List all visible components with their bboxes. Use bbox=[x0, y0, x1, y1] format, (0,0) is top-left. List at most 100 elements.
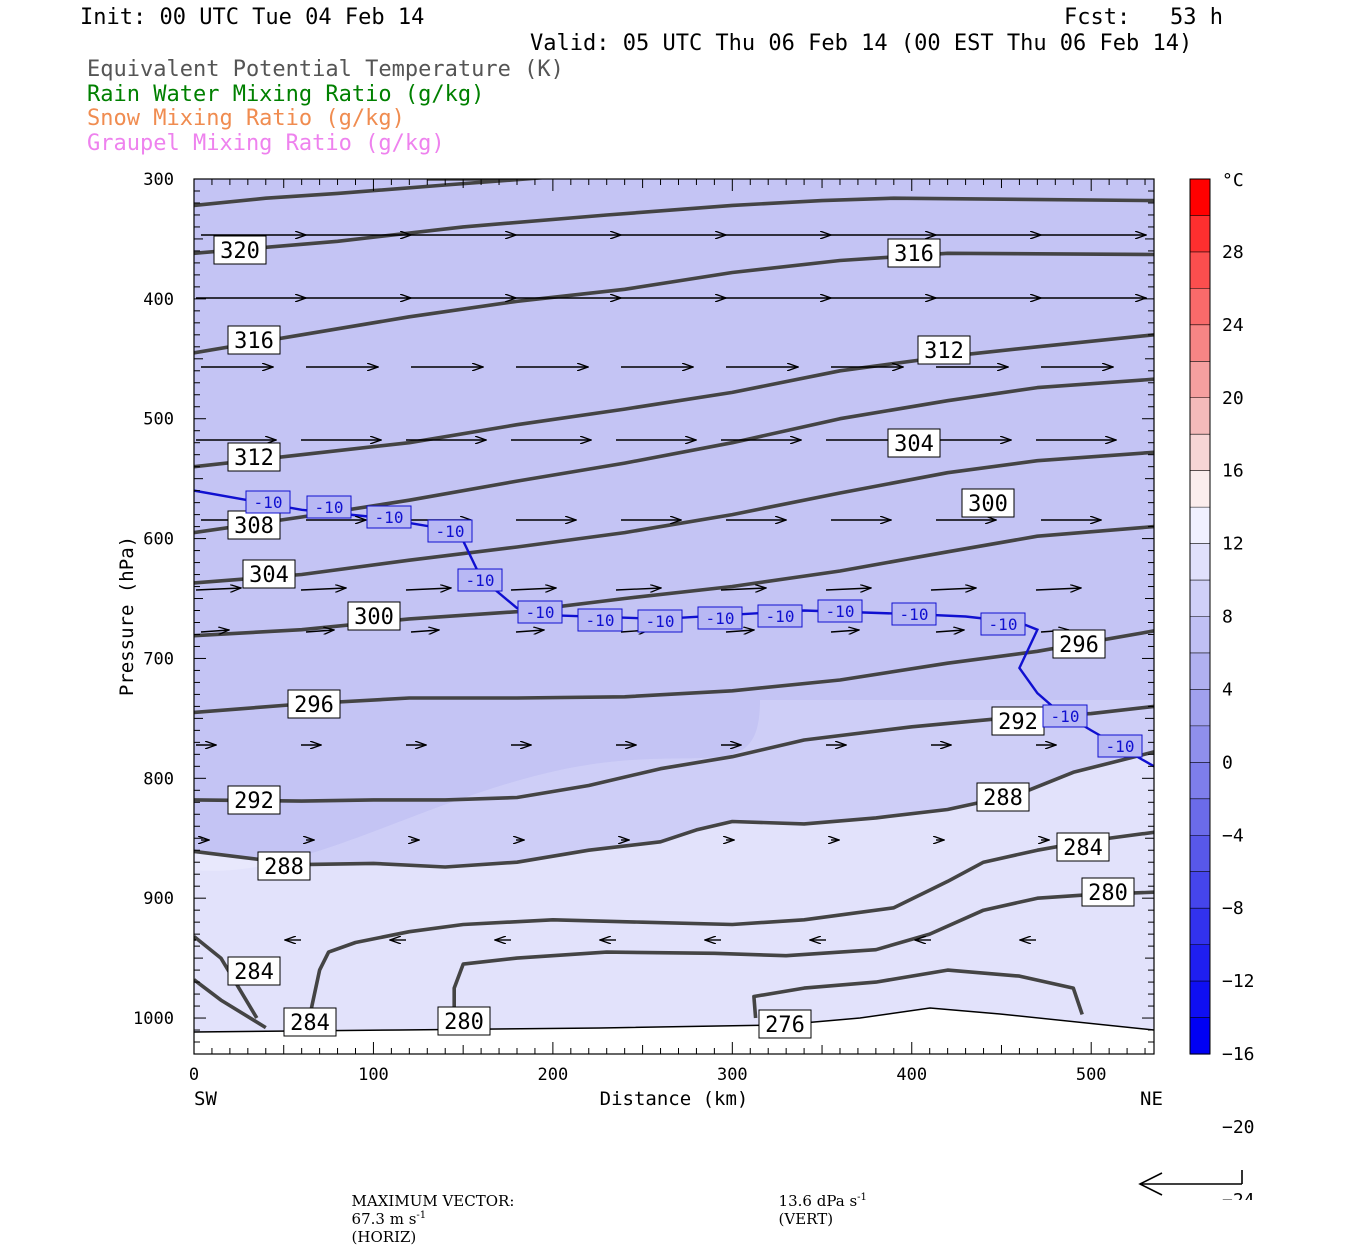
colorbar-swatch bbox=[1190, 652, 1210, 691]
contour-label-text: 308 bbox=[234, 514, 274, 539]
contour-label-text: 276 bbox=[765, 1013, 805, 1038]
wind-vector bbox=[935, 630, 964, 632]
theta-e-contour-280 bbox=[452, 890, 1154, 1016]
contour-label: 300 bbox=[961, 488, 1015, 518]
vert-value: 13.6 dPa s bbox=[778, 1192, 858, 1210]
vert-tag: (VERT) bbox=[778, 1210, 834, 1228]
isotherm-label: -10 bbox=[757, 604, 803, 628]
x-tick-label: 500 bbox=[1076, 1065, 1107, 1085]
contour-label-text: 312 bbox=[234, 446, 274, 471]
isotherm-label-text: -10 bbox=[989, 615, 1018, 634]
colorbar-swatch bbox=[1190, 798, 1210, 836]
isotherm-label-text: -10 bbox=[315, 498, 344, 517]
wind-vector bbox=[300, 588, 346, 590]
horiz-exponent: -1 bbox=[416, 1210, 427, 1221]
theta-e-contour-284 bbox=[308, 830, 1154, 1013]
colorbar-swatch bbox=[1190, 434, 1210, 472]
contour-label-text: 300 bbox=[968, 492, 1008, 517]
contour-label-text: 300 bbox=[354, 605, 394, 630]
isotherm-label-text: -10 bbox=[900, 605, 929, 624]
wind-vector bbox=[720, 588, 766, 590]
y-tick-label: 700 bbox=[143, 649, 174, 669]
isotherm-label: -10 bbox=[306, 495, 352, 519]
contour-label-text: 292 bbox=[998, 710, 1038, 735]
wind-vector bbox=[725, 630, 754, 632]
y-tick-label: 800 bbox=[143, 769, 174, 789]
isotherm-label: -10 bbox=[366, 505, 412, 529]
colorbar-swatch bbox=[1190, 981, 1210, 1019]
y-tick-label: 300 bbox=[143, 170, 174, 190]
isotherm-label: -10 bbox=[427, 519, 473, 543]
contour-label: 276 bbox=[758, 1009, 812, 1039]
colorbar-swatch bbox=[1190, 288, 1210, 326]
isotherm-label-text: -10 bbox=[826, 602, 855, 621]
contour-label: 288 bbox=[976, 782, 1030, 812]
colorbar-swatch bbox=[1190, 397, 1210, 435]
shade-lowlevel bbox=[194, 700, 1154, 1054]
wind-vector bbox=[515, 630, 544, 632]
isotherm-label: -10 bbox=[457, 568, 503, 592]
colorbar-tick-label: −24 bbox=[1222, 1190, 1255, 1200]
isotherm-label: -10 bbox=[817, 599, 863, 623]
contour-label-text: 296 bbox=[294, 693, 334, 718]
colorbar-swatch bbox=[1190, 871, 1210, 909]
isotherm-label-text: -10 bbox=[646, 612, 675, 631]
contour-label-text: 316 bbox=[234, 329, 274, 354]
x-axis-title: Distance (km) bbox=[600, 1088, 749, 1110]
contour-label: 292 bbox=[991, 706, 1045, 736]
wind-vector bbox=[830, 630, 859, 632]
contour-label-text: 304 bbox=[894, 432, 934, 457]
plot-frame bbox=[193, 178, 1155, 1055]
isotherm-label: -10 bbox=[891, 602, 937, 626]
colorbar-swatch bbox=[1190, 324, 1210, 362]
isotherm-label-text: -10 bbox=[436, 522, 465, 541]
contour-label: 288 bbox=[257, 851, 311, 881]
theta-e-contour-308 bbox=[194, 377, 1154, 535]
contour-label: 316 bbox=[227, 325, 281, 355]
theta-e-contour-312 bbox=[194, 333, 1154, 469]
horiz-value: 67.3 m s bbox=[351, 1210, 417, 1228]
isotherm-label-text: -10 bbox=[1051, 707, 1080, 726]
contour-label-text: 284 bbox=[1063, 836, 1103, 861]
contour-label-text: 288 bbox=[264, 855, 304, 880]
wind-vector bbox=[825, 588, 871, 590]
contour-label: 312 bbox=[917, 335, 971, 365]
x-tick-label: 400 bbox=[896, 1065, 927, 1085]
contour-label: 284 bbox=[1056, 832, 1110, 862]
isotherm-label: -10 bbox=[245, 490, 291, 514]
isotherm-label: -10 bbox=[577, 608, 623, 632]
wind-vector bbox=[305, 630, 334, 632]
isotherm-label: -10 bbox=[980, 612, 1026, 636]
contour-label-text: 316 bbox=[894, 242, 934, 267]
contour-label: 300 bbox=[347, 601, 401, 631]
y-tick-label: 1000 bbox=[133, 1009, 174, 1029]
y-tick-label: 500 bbox=[143, 410, 174, 430]
theta-e-contour-276 bbox=[752, 968, 1084, 1019]
wind-vector bbox=[510, 588, 556, 590]
colorbar-tick-label: −12 bbox=[1222, 971, 1255, 992]
theta-e-contour-284 bbox=[194, 978, 267, 1030]
isotherm-label: -10 bbox=[517, 600, 563, 624]
colorbar-unit: °C bbox=[1222, 170, 1244, 191]
colorbar-swatch bbox=[1190, 944, 1210, 982]
colorbar-tick-label: −4 bbox=[1222, 825, 1244, 846]
colorbar-swatch bbox=[1190, 543, 1210, 581]
axes: 300 400 500 600 700 800 900 1000 0 100 200 300 400 50… bbox=[133, 170, 1155, 1085]
shade-surface bbox=[194, 1008, 1154, 1054]
reference-arrow bbox=[1138, 1170, 1243, 1196]
wind-vector bbox=[615, 588, 661, 590]
legend-snow: Snow Mixing Ratio (g/kg) bbox=[87, 106, 405, 131]
contour-label: 284 bbox=[227, 956, 281, 986]
colorbar-swatch bbox=[1190, 762, 1210, 800]
legend-rain: Rain Water Mixing Ratio (g/kg) bbox=[87, 82, 485, 107]
horiz-tag: (HORIZ) bbox=[351, 1228, 417, 1246]
isotherm-label: -10 bbox=[1042, 704, 1088, 728]
isotherm-label-text: -10 bbox=[526, 603, 555, 622]
x-start-label: SW bbox=[194, 1088, 217, 1110]
contour-label-text: 304 bbox=[249, 563, 289, 588]
contour-label: 296 bbox=[1052, 629, 1106, 659]
contour-label: 296 bbox=[287, 689, 341, 719]
colorbar-tick-label: 16 bbox=[1222, 461, 1244, 482]
isotherm-label-text: -10 bbox=[1106, 737, 1135, 756]
